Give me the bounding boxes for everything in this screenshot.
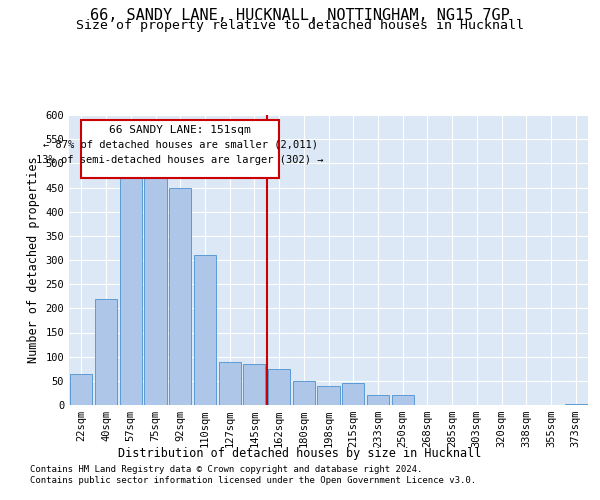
Bar (218, 362, 241, 405)
Bar (95, 298, 117, 405)
Bar (243, 364, 265, 405)
Text: Size of property relative to detached houses in Hucknall: Size of property relative to detached ho… (76, 18, 524, 32)
Bar (145, 173, 167, 405)
Bar (392, 396, 414, 405)
Text: 13% of semi-detached houses are larger (302) →: 13% of semi-detached houses are larger (… (37, 154, 324, 164)
Text: Contains HM Land Registry data © Crown copyright and database right 2024.: Contains HM Land Registry data © Crown c… (30, 465, 422, 474)
Y-axis label: Number of detached properties: Number of detached properties (27, 156, 40, 364)
Text: Contains public sector information licensed under the Open Government Licence v3: Contains public sector information licen… (30, 476, 476, 485)
Bar (194, 255, 216, 405)
Bar (293, 381, 315, 405)
Bar (70, 374, 92, 405)
Text: 66, SANDY LANE, HUCKNALL, NOTTINGHAM, NG15 7GP: 66, SANDY LANE, HUCKNALL, NOTTINGHAM, NG… (90, 8, 510, 22)
Bar (342, 383, 364, 405)
Text: 66 SANDY LANE: 151sqm: 66 SANDY LANE: 151sqm (109, 125, 251, 135)
Bar (268, 369, 290, 405)
Bar (169, 188, 191, 405)
Bar (367, 396, 389, 405)
Text: ← 87% of detached houses are smaller (2,011): ← 87% of detached houses are smaller (2,… (43, 140, 318, 149)
Bar (317, 386, 340, 405)
Bar (565, 404, 587, 405)
Text: Distribution of detached houses by size in Hucknall: Distribution of detached houses by size … (118, 448, 482, 460)
Bar (119, 176, 142, 405)
